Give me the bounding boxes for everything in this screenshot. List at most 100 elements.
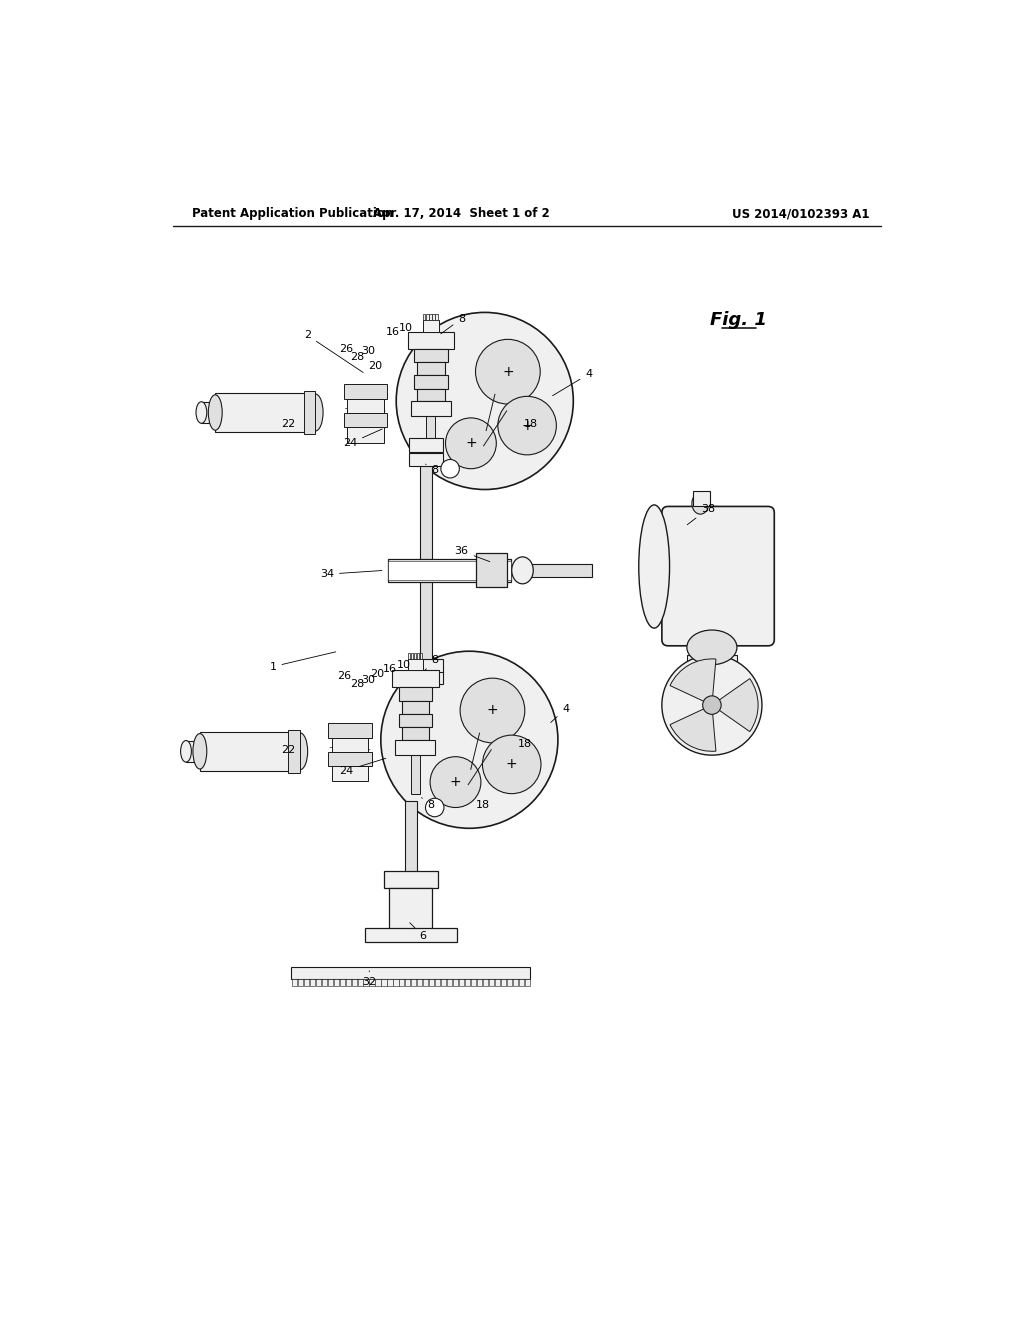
Bar — [292, 979, 297, 986]
Bar — [334, 979, 339, 986]
Circle shape — [498, 396, 556, 455]
Text: 26: 26 — [338, 671, 351, 681]
Bar — [398, 688, 432, 701]
Bar — [471, 979, 476, 986]
Bar — [401, 701, 429, 714]
Text: +: + — [506, 758, 517, 771]
Ellipse shape — [692, 492, 709, 515]
Bar — [345, 979, 351, 986]
Bar — [426, 314, 429, 321]
Circle shape — [430, 756, 481, 808]
Bar — [328, 979, 333, 986]
Text: 24: 24 — [339, 758, 386, 776]
Bar — [347, 428, 384, 442]
Bar — [426, 416, 435, 455]
Bar — [423, 314, 425, 321]
Bar — [411, 755, 420, 793]
Ellipse shape — [193, 734, 207, 770]
Bar — [310, 979, 315, 986]
Bar — [365, 928, 457, 942]
Bar — [376, 979, 381, 986]
Text: 18: 18 — [476, 800, 490, 810]
Bar — [476, 553, 507, 587]
Bar — [423, 979, 428, 986]
Circle shape — [441, 459, 460, 478]
Bar — [414, 653, 416, 659]
Bar — [370, 979, 375, 986]
Bar — [340, 979, 345, 986]
Bar — [332, 738, 369, 752]
Bar — [692, 491, 710, 507]
Text: 8: 8 — [422, 797, 434, 810]
Bar — [429, 979, 434, 986]
Text: 2: 2 — [304, 330, 364, 372]
Bar — [384, 871, 438, 887]
Bar — [202, 401, 215, 424]
Bar — [392, 671, 438, 688]
Bar — [432, 314, 435, 321]
Ellipse shape — [196, 401, 207, 424]
Bar — [429, 314, 432, 321]
Circle shape — [445, 418, 497, 469]
Bar — [381, 979, 387, 986]
Bar — [357, 979, 362, 986]
Text: 30: 30 — [360, 346, 375, 356]
Bar — [411, 653, 413, 659]
Bar — [435, 314, 438, 321]
Bar — [417, 979, 422, 986]
Bar — [393, 979, 398, 986]
Text: 30: 30 — [360, 676, 375, 685]
Bar — [215, 393, 315, 432]
Bar — [388, 558, 511, 582]
Bar — [347, 400, 384, 413]
Bar — [441, 979, 446, 986]
Wedge shape — [670, 659, 716, 705]
Bar — [459, 979, 464, 986]
Bar — [420, 653, 422, 659]
Text: 4: 4 — [551, 704, 569, 722]
Bar — [292, 966, 530, 979]
Bar — [447, 979, 453, 986]
Bar — [298, 979, 303, 986]
Bar — [414, 375, 447, 388]
FancyBboxPatch shape — [662, 507, 774, 645]
Bar — [518, 979, 524, 986]
Wedge shape — [712, 678, 758, 731]
Text: 10: 10 — [399, 323, 414, 333]
Bar — [387, 979, 392, 986]
Text: 8: 8 — [440, 314, 465, 334]
Ellipse shape — [512, 557, 534, 583]
Text: +: + — [521, 418, 532, 433]
Circle shape — [475, 339, 541, 404]
Bar — [344, 413, 387, 428]
Text: 8: 8 — [425, 656, 438, 671]
Text: US 2014/0102393 A1: US 2014/0102393 A1 — [732, 207, 869, 220]
Bar — [524, 979, 529, 986]
Bar — [507, 979, 512, 986]
Bar — [408, 331, 454, 348]
Text: 28: 28 — [350, 352, 365, 362]
Bar — [495, 979, 500, 986]
Text: 22: 22 — [282, 744, 296, 755]
Text: 32: 32 — [362, 970, 377, 987]
Circle shape — [662, 655, 762, 755]
Text: 6: 6 — [410, 923, 427, 941]
Text: +: + — [450, 775, 462, 789]
Text: 28: 28 — [350, 678, 365, 689]
Text: +: + — [502, 364, 514, 379]
Bar — [200, 733, 300, 771]
Bar — [686, 655, 737, 686]
Text: 26: 26 — [339, 345, 353, 354]
Bar — [410, 453, 443, 466]
Bar — [315, 979, 321, 986]
Bar — [322, 979, 327, 986]
Bar — [417, 363, 444, 375]
Text: 34: 34 — [319, 569, 382, 579]
Text: 22: 22 — [282, 418, 296, 429]
Bar — [417, 653, 419, 659]
Bar — [351, 979, 356, 986]
Bar — [398, 714, 432, 727]
Circle shape — [482, 735, 541, 793]
Bar — [483, 979, 488, 986]
Circle shape — [396, 313, 573, 490]
